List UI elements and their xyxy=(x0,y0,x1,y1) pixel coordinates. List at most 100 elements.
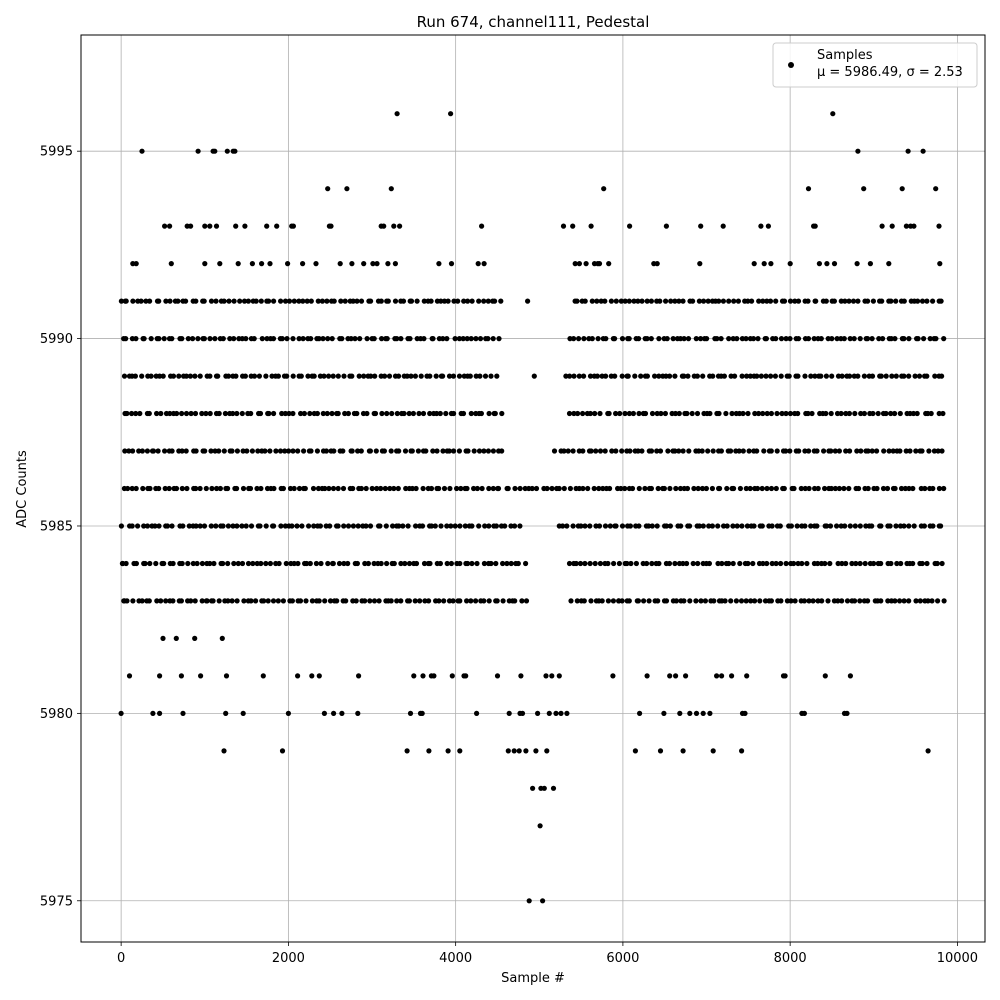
data-point xyxy=(774,448,780,454)
data-point xyxy=(690,560,696,567)
data-point xyxy=(192,410,199,417)
data-point xyxy=(394,336,400,342)
data-point xyxy=(794,523,800,529)
data-point xyxy=(457,748,463,754)
data-point xyxy=(594,298,600,304)
data-point xyxy=(372,410,379,417)
data-point xyxy=(335,410,341,417)
data-point xyxy=(893,523,899,529)
data-point xyxy=(362,560,368,567)
data-point xyxy=(430,336,436,342)
data-point xyxy=(572,261,578,267)
data-point xyxy=(260,673,266,679)
data-point xyxy=(267,560,273,567)
data-point xyxy=(299,523,305,529)
data-point xyxy=(245,298,251,304)
data-point xyxy=(842,298,848,304)
data-point xyxy=(685,336,692,342)
data-point xyxy=(922,485,928,492)
data-point xyxy=(568,598,574,604)
data-point xyxy=(284,336,290,342)
data-point xyxy=(240,485,247,492)
data-point xyxy=(170,560,176,567)
data-point xyxy=(262,448,268,454)
data-point xyxy=(629,485,636,492)
data-point xyxy=(791,560,797,567)
data-point xyxy=(761,261,767,267)
data-point xyxy=(616,598,622,604)
data-point xyxy=(933,186,939,192)
data-point xyxy=(133,336,139,342)
data-point xyxy=(183,448,189,454)
data-point xyxy=(654,523,660,529)
data-point xyxy=(494,598,500,604)
data-point xyxy=(633,560,640,567)
data-point xyxy=(626,598,632,604)
data-point xyxy=(705,448,711,454)
data-point xyxy=(319,298,325,304)
data-point xyxy=(672,448,678,454)
data-point xyxy=(768,485,775,492)
data-point xyxy=(325,186,331,192)
data-point xyxy=(702,598,709,604)
data-point xyxy=(444,523,450,529)
data-point xyxy=(686,448,692,454)
data-point xyxy=(185,560,191,567)
data-point xyxy=(880,336,886,342)
data-point xyxy=(304,298,310,304)
data-point xyxy=(289,598,295,604)
data-point xyxy=(847,523,853,529)
data-point xyxy=(680,560,686,567)
data-point xyxy=(467,373,473,379)
data-point xyxy=(157,710,163,717)
data-point xyxy=(893,373,899,379)
data-point xyxy=(446,373,453,379)
data-point xyxy=(420,673,426,679)
data-point xyxy=(668,298,674,304)
data-point xyxy=(310,485,317,492)
data-point xyxy=(745,298,751,304)
data-point xyxy=(141,523,147,529)
data-point xyxy=(278,298,284,304)
data-point xyxy=(392,298,399,304)
data-point xyxy=(367,598,373,604)
data-point xyxy=(814,448,820,454)
data-point xyxy=(646,598,652,604)
data-point xyxy=(627,523,634,529)
data-point xyxy=(763,336,770,342)
data-point xyxy=(374,485,380,492)
data-point xyxy=(715,560,721,567)
data-point xyxy=(474,560,480,567)
data-point xyxy=(842,523,848,529)
data-point xyxy=(133,485,139,492)
data-point xyxy=(367,523,374,529)
data-point xyxy=(280,598,286,604)
data-point xyxy=(739,373,745,379)
data-point xyxy=(148,373,154,379)
data-point xyxy=(454,485,460,492)
data-point xyxy=(264,336,270,342)
data-point xyxy=(575,410,581,417)
data-point xyxy=(519,598,525,604)
data-point xyxy=(130,298,136,304)
data-point xyxy=(824,523,830,529)
data-point xyxy=(316,598,322,604)
data-point xyxy=(700,373,706,379)
data-point xyxy=(475,261,481,267)
data-point xyxy=(718,336,724,342)
data-point xyxy=(179,336,185,342)
data-point xyxy=(815,560,821,567)
data-point xyxy=(930,485,936,492)
data-point xyxy=(870,298,877,304)
data-point xyxy=(161,560,167,567)
data-point xyxy=(394,111,400,117)
data-point xyxy=(384,560,390,567)
data-point xyxy=(698,598,704,604)
data-point xyxy=(580,485,586,492)
data-point xyxy=(372,373,378,379)
data-point xyxy=(315,485,322,492)
data-point xyxy=(788,598,794,604)
data-point xyxy=(587,523,593,529)
data-point xyxy=(821,448,827,454)
data-point xyxy=(396,448,402,454)
